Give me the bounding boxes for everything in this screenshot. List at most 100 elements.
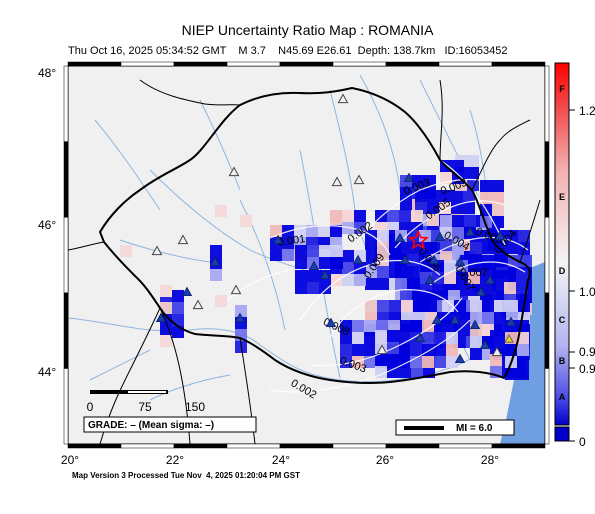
ratio-cell	[427, 190, 439, 202]
ratio-cell	[444, 260, 456, 272]
frame-tick	[173, 61, 228, 67]
ratio-cell	[427, 202, 439, 214]
ratio-cell	[235, 305, 247, 317]
ratio-cell	[494, 312, 506, 324]
ratio-cell	[448, 290, 460, 302]
ratio-cell	[365, 300, 377, 312]
ratio-cell	[319, 245, 331, 257]
grade-label-f: F	[559, 84, 565, 94]
ratio-cell	[490, 330, 502, 342]
frame-tick	[544, 216, 550, 294]
station-triangle-icon	[399, 254, 411, 265]
scale-label-0: 0	[87, 400, 94, 414]
station-triangle-icon	[319, 269, 331, 280]
frame-tick	[279, 443, 334, 449]
contour-label: 0.007	[460, 267, 488, 279]
ratio-cell	[440, 215, 452, 227]
ratio-cell	[492, 204, 504, 216]
ratio-cell	[387, 210, 399, 222]
station-triangle-icon	[484, 274, 496, 285]
event-time: Thu Oct 16, 2025 05:34:52 GMT	[68, 45, 227, 57]
grade-text: GRADE: – (Mean sigma: –)	[88, 420, 214, 431]
station-triangle-icon	[352, 254, 364, 265]
lon-label-28: 28°	[481, 453, 499, 467]
station-triangle-icon	[403, 172, 415, 183]
station-triangle-icon	[464, 226, 476, 237]
ratio-cell	[446, 344, 458, 356]
station-triangle-icon	[491, 346, 503, 357]
ratio-cell	[342, 274, 354, 286]
ratio-cell	[422, 332, 434, 344]
romania-border	[98, 86, 531, 385]
frame-tick	[173, 443, 228, 449]
colorbar-zero-swatch	[554, 426, 570, 442]
ratio-cell	[422, 356, 434, 368]
seismic-stations	[151, 93, 517, 364]
station-triangle-icon	[376, 344, 388, 355]
event-depth: Depth: 138.7km	[357, 45, 436, 57]
ratio-cell	[342, 250, 354, 262]
ratio-cell	[330, 210, 342, 222]
station-triangle-icon	[494, 230, 506, 241]
ratio-cell	[467, 155, 479, 167]
ratio-cell	[172, 290, 184, 302]
ratio-cell	[364, 320, 376, 332]
ratio-cell	[172, 302, 184, 314]
ratio-cell	[295, 270, 307, 282]
ratio-cell	[434, 356, 446, 368]
ratio-cell	[364, 344, 376, 356]
station-triangle-icon	[505, 316, 517, 327]
station-triangle-icon	[394, 232, 406, 243]
ratio-cell	[516, 282, 528, 294]
ratio-cell	[340, 356, 352, 368]
ratio-cell	[365, 242, 377, 254]
ratio-cell	[506, 300, 518, 312]
ratio-cell	[399, 210, 411, 222]
station-triangle-icon	[424, 274, 436, 285]
grade-label-a: A	[559, 392, 566, 402]
ratio-cell	[446, 356, 458, 368]
ratio-cell	[375, 330, 387, 342]
ratio-cell	[270, 249, 282, 261]
frame-tick	[332, 443, 387, 449]
ratio-cell	[422, 320, 434, 332]
event-location: N45.69 E26.61	[278, 45, 352, 57]
ratio-cell	[413, 300, 425, 312]
frame-tick	[67, 61, 122, 67]
ratio-cell	[463, 202, 475, 214]
epicenter-star-icon[interactable]	[407, 229, 429, 250]
ratio-cell	[354, 274, 366, 286]
ratio-cell	[352, 320, 364, 332]
ratio-cell	[319, 257, 331, 269]
colorbar-value-1-0: 1.0	[579, 285, 595, 299]
frame-tick	[491, 443, 546, 449]
ratio-cell	[492, 270, 504, 282]
ratio-cell	[496, 255, 508, 267]
ratio-cell	[434, 332, 446, 344]
lon-label-22: 22°	[166, 453, 184, 467]
ratio-cell	[467, 167, 479, 179]
ratio-cell	[454, 300, 466, 312]
ratio-cell	[400, 320, 412, 332]
ratio-cell	[439, 190, 451, 202]
frame-tick	[120, 61, 175, 67]
ratio-cell	[517, 368, 529, 380]
colorbar-value-0-9b: 0.9	[579, 362, 595, 376]
ratio-cell	[492, 192, 504, 204]
ratio-cell	[306, 225, 318, 237]
ratio-cell	[419, 230, 431, 242]
ratio-cell	[387, 366, 399, 378]
frame-tick	[385, 61, 440, 67]
ratio-cell	[387, 354, 399, 366]
event-id: ID:16053452	[444, 45, 508, 57]
ratio-cell	[410, 344, 422, 356]
ratio-cell	[331, 245, 343, 257]
station-triangle-icon	[428, 254, 440, 265]
frame-tick	[438, 61, 493, 67]
ratio-cell	[399, 354, 411, 366]
station-triangle-icon	[192, 299, 204, 310]
station-triangle-icon	[504, 334, 514, 343]
frame-tick	[438, 443, 493, 449]
